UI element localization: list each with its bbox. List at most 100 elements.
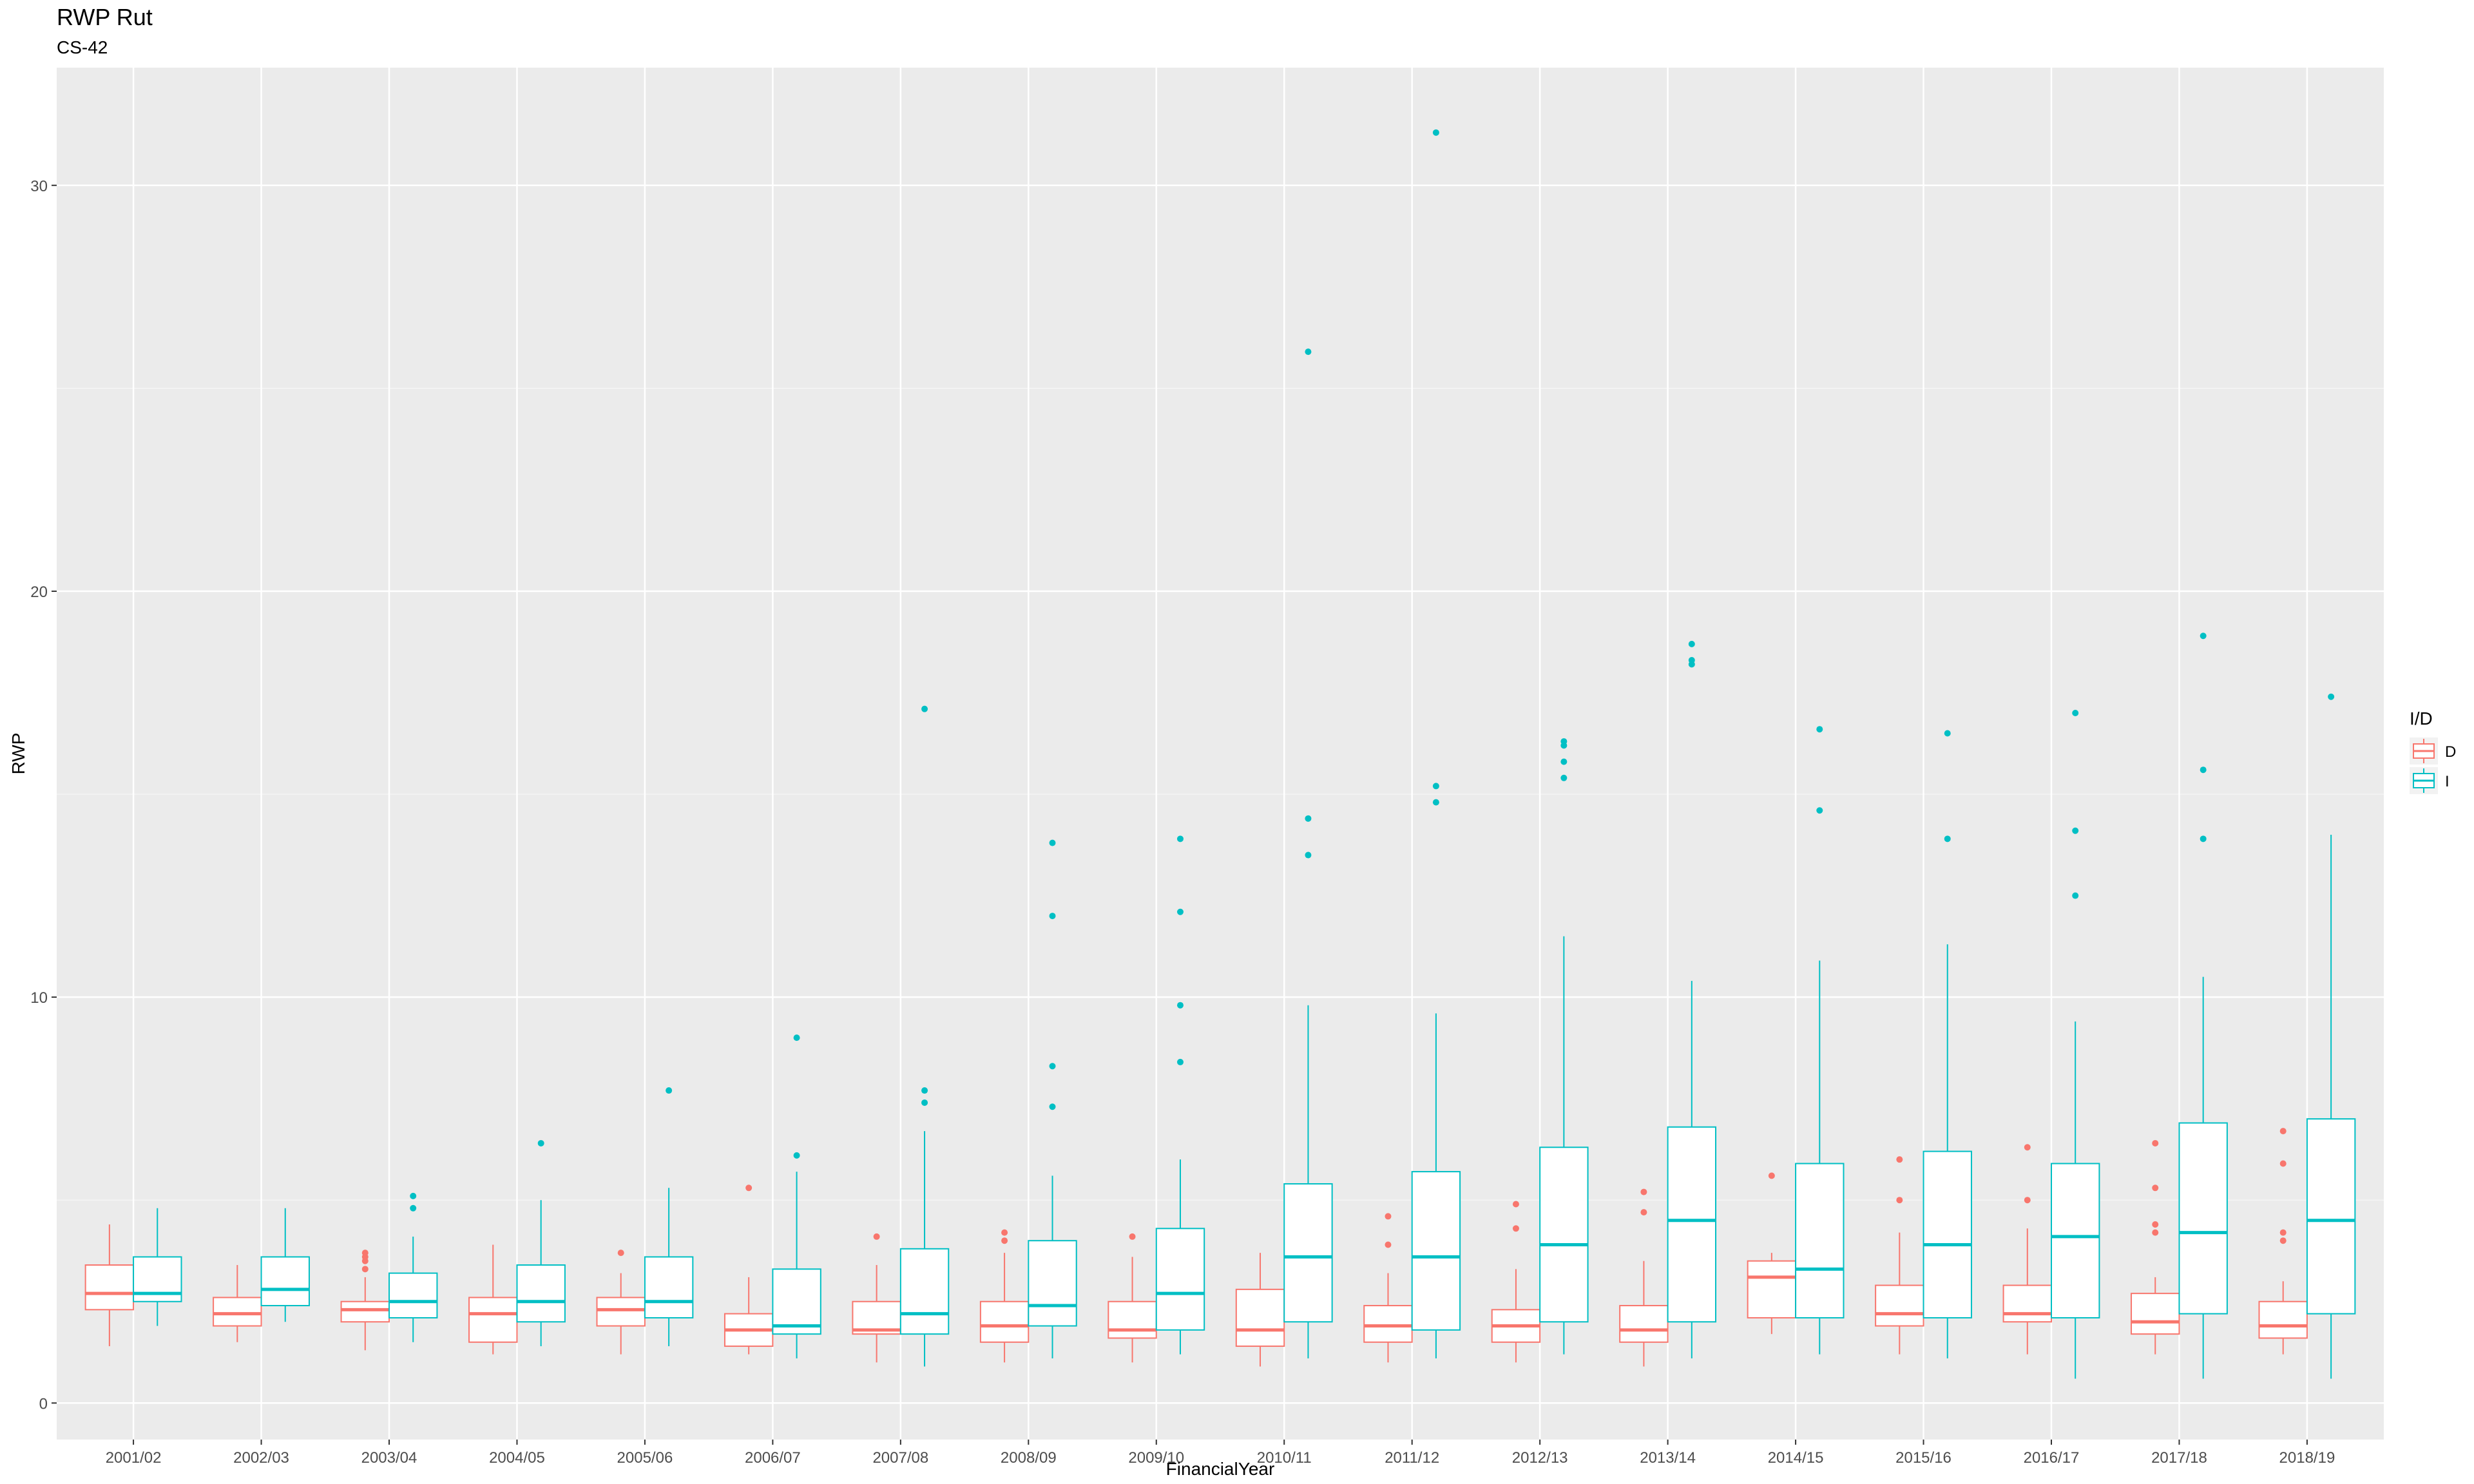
box-I-2011/12 [1411,129,1461,1358]
outlier-point [2279,1128,2287,1135]
box-I-2006/07 [772,1034,821,1358]
outlier-point [2279,1229,2287,1236]
x-tick-label: 2005/06 [617,1449,673,1467]
box-D-2006/07 [724,1184,774,1355]
legend-label: D [2445,743,2456,761]
box-I-2018/19 [2306,693,2356,1379]
box-iqr [1363,1305,1413,1343]
box-iqr [1747,1260,1797,1318]
outlier-point [1305,851,1312,859]
box-I-2004/05 [516,1139,566,1347]
x-tick-label: 2012/13 [1512,1449,1568,1467]
outlier-point [2024,1144,2031,1151]
x-tick-label: 2007/08 [872,1449,928,1467]
chart-title: RWP Rut [57,4,153,30]
box-iqr [2051,1163,2100,1318]
outlier-point [1049,913,1056,920]
box-iqr [1155,1228,1205,1331]
outlier-point [1512,1225,1519,1232]
box-I-2014/15 [1795,726,1845,1355]
outlier-point [2152,1229,2159,1236]
legend: I/D DI [2410,709,2456,794]
outlier-point [2279,1237,2287,1244]
x-tick-label: 2009/10 [1128,1449,1184,1467]
outlier-point [1385,1241,1392,1248]
outlier-point [745,1184,753,1192]
box-iqr [340,1300,390,1323]
box-iqr [1539,1146,1589,1323]
box-D-2017/18 [2131,1139,2180,1355]
outlier-point [410,1204,417,1212]
box-D-2003/04 [340,1250,390,1351]
outlier-point [2152,1184,2159,1192]
box-D-2018/19 [2258,1128,2308,1355]
outlier-point [1816,807,1823,814]
outlier-point [1432,129,1439,136]
outlier-point [1768,1172,1775,1179]
outlier-point [1176,835,1184,842]
box-D-2002/03 [213,1265,262,1342]
outlier-point [921,1099,928,1106]
outlier-point [1432,799,1439,806]
outlier-point [1001,1229,1008,1236]
y-tick-label: 20 [30,584,48,601]
x-tick-label: 2001/02 [106,1449,162,1467]
outlier-point [1560,758,1568,765]
outlier-point [2152,1139,2159,1146]
outlier-point [921,705,928,712]
box-D-2015/16 [1875,1156,1924,1355]
box-I-2015/16 [1923,730,1972,1358]
box-I-2017/18 [2178,633,2228,1379]
outlier-point [793,1034,800,1042]
outlier-point [2200,633,2207,640]
box-D-2012/13 [1491,1201,1541,1363]
box-iqr [644,1256,694,1318]
outlier-point [1896,1156,1903,1163]
outlier-point [2024,1197,2031,1204]
x-tick-label: 2013/14 [1640,1449,1696,1467]
legend-label: I [2445,773,2450,790]
x-tick-label: 2018/19 [2279,1449,2335,1467]
box-iqr [1411,1171,1461,1331]
y-axis-label: RWP [8,733,28,775]
x-axis: 2001/02 2002/03 2003/04 2004/05 2005/06 2006/… [106,1440,2335,1467]
outlier-point [1896,1197,1903,1204]
box-D-2009/10 [1108,1233,1157,1363]
box-D-2016/17 [2002,1144,2052,1355]
y-tick-label: 30 [30,178,48,195]
chart-subtitle: CS-42 [57,37,108,57]
outlier-point [1560,774,1568,781]
legend-key-I [2410,767,2438,794]
legend-key-D [2410,737,2438,765]
box-iqr [2178,1122,2228,1315]
box-iqr [596,1297,646,1327]
x-axis-label: FinancialYear [1166,1459,1275,1479]
box-D-2011/12 [1363,1213,1413,1363]
box-I-2016/17 [2051,709,2100,1379]
box-iqr [1667,1126,1717,1323]
outlier-point [617,1250,624,1257]
outlier-point [1944,730,1951,737]
outlier-point [2072,827,2079,834]
outlier-point [1129,1233,1136,1240]
box-iqr [213,1297,262,1327]
outlier-point [873,1233,880,1240]
y-tick-label: 0 [39,1395,48,1413]
outlier-point [1176,908,1184,915]
outlier-point [1305,815,1312,822]
box-iqr [2258,1300,2308,1339]
x-tick-label: 2017/18 [2151,1449,2207,1467]
boxes-layer [84,129,2356,1379]
outlier-point [1944,835,1951,842]
outlier-point [1176,1058,1184,1065]
box-I-2012/13 [1539,738,1589,1355]
outlier-point [2328,693,2335,700]
outlier-point [1640,1188,1647,1195]
box-I-2009/10 [1155,835,1205,1355]
outlier-point [1049,1103,1056,1110]
outlier-point [361,1266,369,1273]
box-D-2004/05 [468,1244,518,1355]
outlier-point [361,1250,369,1257]
grid-minor [57,388,2384,1201]
box-iqr [899,1248,950,1335]
